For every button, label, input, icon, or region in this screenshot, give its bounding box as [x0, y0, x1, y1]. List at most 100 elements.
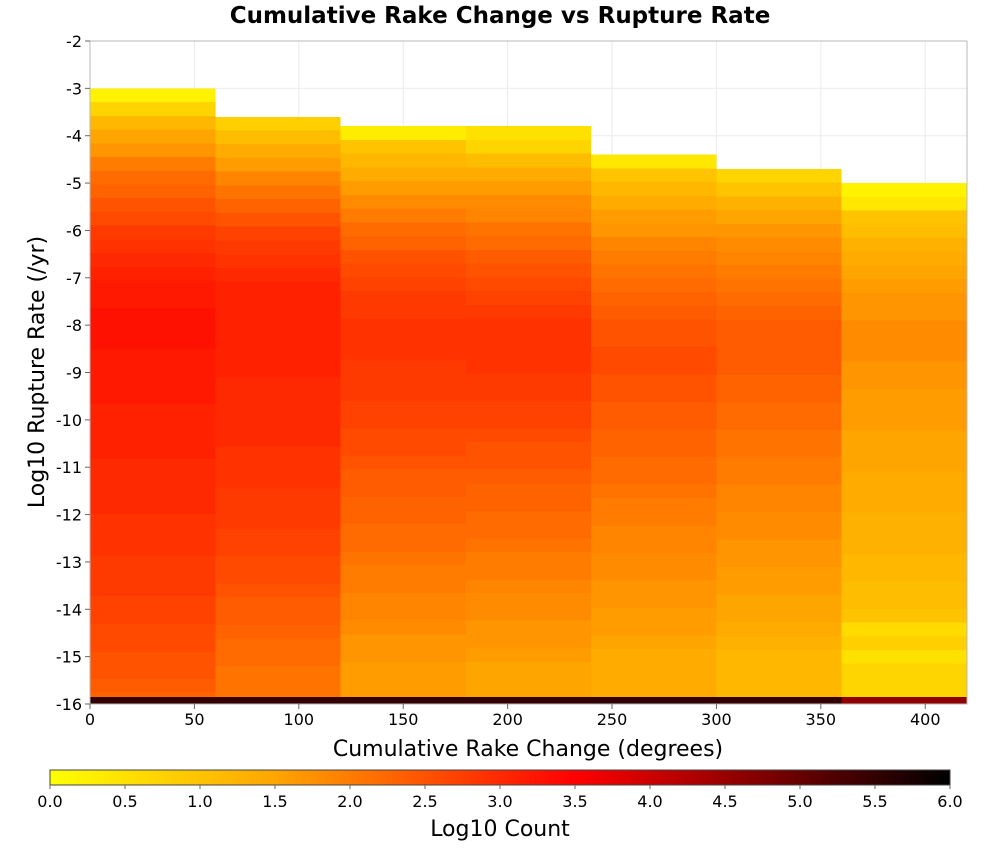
heatmap-cell [716, 292, 842, 307]
heatmap-cell [340, 167, 466, 182]
heatmap-cell [215, 295, 341, 310]
heatmap-cell [90, 170, 216, 185]
heatmap-cell [90, 459, 216, 474]
heatmap-cell [716, 567, 842, 582]
heatmap-cell [90, 541, 216, 556]
heatmap-cell [841, 471, 967, 486]
heatmap-cell [465, 400, 592, 416]
heatmap-cell [841, 183, 967, 198]
heatmap-cell [591, 168, 717, 183]
heatmap-cell [591, 621, 717, 636]
colorbar-ticks: 0.0 0.5 1.0 1.5 2.0 2.5 3.0 3.5 4.0 4.5 5.0 5.5 6.0 [37, 785, 963, 811]
heatmap-cell [841, 485, 967, 500]
heatmap-cell [591, 552, 717, 568]
y-tick-label: -7 [66, 269, 82, 288]
x-tick-label: 250 [597, 710, 628, 729]
heatmap-cell [465, 373, 592, 388]
y-tick-label: -16 [56, 695, 82, 714]
heatmap-cell [465, 153, 592, 168]
heatmap-cell [340, 181, 466, 196]
heatmap-cell [841, 416, 967, 431]
heatmap-cell [90, 211, 216, 227]
heatmap-cell [591, 525, 717, 540]
heatmap-cell [465, 291, 592, 306]
heatmap-cell [465, 510, 592, 526]
heatmap-cell [465, 469, 592, 484]
heatmap-cell [716, 416, 842, 431]
heatmap-cell [465, 249, 592, 265]
heatmap-cell [591, 291, 717, 307]
heatmap-cell [90, 198, 216, 213]
heatmap-cell [90, 239, 216, 254]
heatmap-cell [90, 157, 216, 172]
heatmap-cell [340, 263, 466, 278]
heatmap-cell [716, 457, 842, 472]
heatmap-cell [716, 196, 842, 211]
heatmap-cell [215, 418, 341, 434]
heatmap-cell [591, 443, 717, 458]
y-axis-label: Log10 Rupture Rate (/yr) [25, 236, 50, 508]
x-tick-label: 0 [85, 710, 95, 729]
heatmap-cell [90, 266, 216, 282]
heatmap-cell [841, 581, 967, 596]
heatmap-cell [841, 251, 967, 266]
heatmap-cell [841, 347, 967, 363]
heatmap-cell [215, 624, 341, 640]
heatmap-cell [591, 182, 717, 197]
heatmap-cell [465, 304, 592, 320]
heatmap-cell [340, 648, 466, 663]
heatmap-cell [215, 377, 341, 392]
heatmap-cell [90, 582, 216, 597]
heatmap-cell [841, 196, 967, 212]
heatmap-cell [215, 487, 341, 502]
heatmap-cell [591, 511, 717, 526]
heatmap-cell [716, 374, 842, 390]
y-tick-label: -10 [56, 411, 82, 430]
x-tick-label: 100 [284, 710, 315, 729]
heatmap-cell [215, 542, 341, 557]
heatmap-cell [716, 388, 842, 403]
y-tick-label: -12 [56, 506, 82, 525]
heatmap-cell [215, 309, 341, 324]
heatmap-cell [591, 566, 717, 581]
heatmap-cell [465, 277, 592, 292]
heatmap-cell [716, 402, 842, 417]
heatmap-cell [340, 455, 466, 471]
heatmap-cell [215, 696, 341, 704]
heatmap-cell [591, 223, 717, 238]
heatmap-cell [841, 292, 967, 308]
heatmap-cell [716, 182, 842, 197]
y-tick-label: -14 [56, 600, 82, 619]
heatmap-cell [465, 414, 592, 429]
heatmap-cell [340, 579, 466, 594]
heatmap-cell [90, 363, 216, 378]
heatmap-cell [340, 510, 466, 526]
heatmap-cell [215, 666, 341, 698]
heatmap-cell [340, 387, 466, 402]
heatmap-cell [215, 267, 341, 283]
heatmap-cell [90, 280, 216, 295]
heatmap-cell [716, 608, 842, 623]
heatmap-cell [591, 237, 717, 252]
x-axis-label: Cumulative Rake Change (degrees) [333, 737, 723, 762]
heatmap-cell [841, 457, 967, 472]
heatmap-cell [215, 460, 341, 475]
heatmap-cell [716, 525, 842, 541]
heatmap-cell [465, 318, 592, 333]
heatmap-cell [215, 583, 341, 598]
heatmap-cell [465, 359, 592, 374]
heatmap-cell [465, 551, 592, 567]
x-tick-label: 350 [806, 710, 837, 729]
heatmap-cell [215, 501, 341, 516]
colorbar-tick-label: 3.0 [487, 792, 512, 811]
heatmap-cell [215, 446, 341, 461]
heatmap-cell [340, 606, 466, 622]
heatmap-cell [591, 278, 717, 293]
heatmap-cell [841, 608, 967, 624]
colorbar-tick-label: 1.5 [262, 792, 287, 811]
heatmap-cell [716, 635, 842, 651]
heatmap-cell [90, 294, 216, 309]
y-tick-label: -11 [56, 458, 82, 477]
heatmap-cell [465, 126, 592, 141]
heatmap-cell [90, 321, 216, 337]
